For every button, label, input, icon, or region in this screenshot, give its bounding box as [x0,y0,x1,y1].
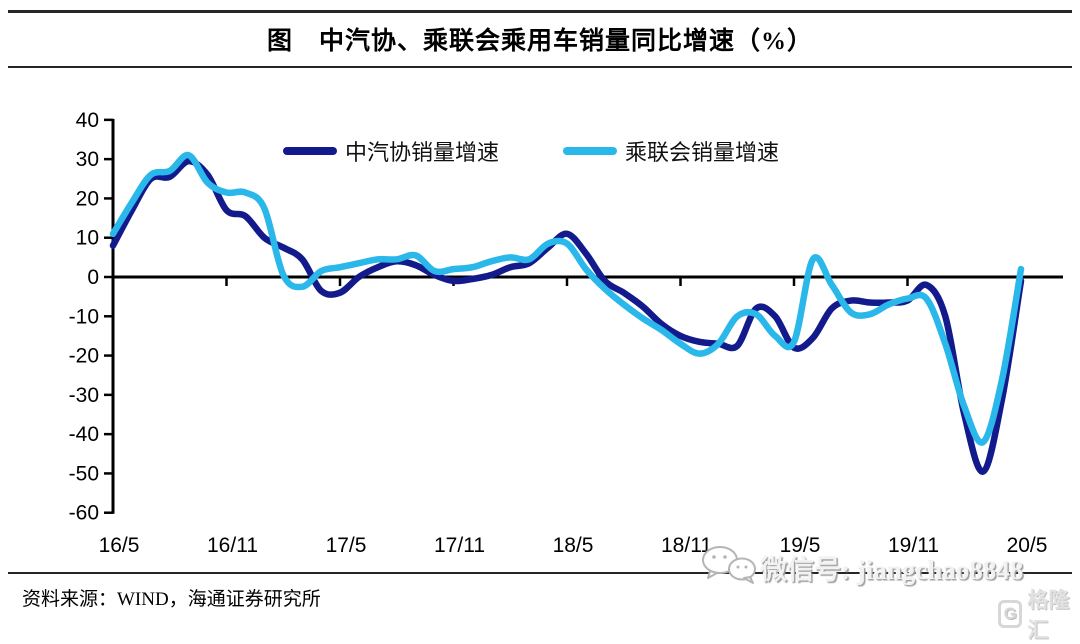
x-tick-label: 16/5 [99,534,140,557]
source-note: 资料来源：WIND，海通证券研究所 [22,589,321,610]
x-tick-label: 18/11 [661,534,712,557]
y-tick-label: 0 [87,266,99,289]
y-tick-label: 10 [76,227,99,250]
caam-series-line [109,157,1025,475]
gelonghui-logo: G 格隆汇 [998,584,1080,644]
legend-label-cpca: 乘联会销量增速 [625,140,780,165]
legend-item-caam: 中汽协销量增速 [283,135,499,167]
y-tick-label: 20 [76,187,99,210]
top-rule [8,10,1072,13]
legend-label-caam: 中汽协销量增速 [345,140,500,165]
y-tick-label: -50 [69,462,99,485]
x-tick-label: 17/11 [434,534,485,557]
wechat-watermark: 微信号: jiangchao8848 [698,544,1023,591]
page-title: 图 中汽协、乘联会乘用车销量同比增速（%） [266,28,813,55]
cpca-line-swatch [563,147,618,155]
gelonghui-logo-text: 格隆汇 [1027,588,1070,642]
x-tick-label: 18/5 [553,534,594,557]
page-frame: 图 中汽协、乘联会乘用车销量同比增速（%） 40 30 20 10 0 -10 -20 -30… [8,10,1072,642]
footer-rule [8,572,1072,574]
cpca-series-line [109,151,1025,446]
y-tick-label: 40 [76,109,99,132]
wechat-watermark-text: 微信号: jiangchao8848 [760,555,1024,585]
gelonghui-g-icon: G [998,600,1023,628]
x-tick-label: 19/11 [888,534,939,557]
wechat-icon [698,544,760,591]
chart-legend: 中汽协销量增速 乘联会销量增速 [283,135,779,167]
y-tick-label: -20 [69,345,99,368]
caam-line-swatch [283,147,337,155]
x-tick-label: 20/5 [1007,534,1048,557]
y-tick-label: -40 [69,423,99,446]
x-tick-label: 16/11 [207,534,258,557]
y-tick-label: -30 [69,384,99,407]
x-tick-label: 19/5 [780,534,821,557]
y-tick-label: -10 [69,305,99,328]
title-bottom-rule [8,66,1072,68]
x-tick-label: 17/5 [326,534,367,557]
y-tick-label: 30 [76,148,99,171]
y-tick-label: -60 [69,502,99,525]
legend-item-cpca: 乘联会销量增速 [563,135,779,167]
